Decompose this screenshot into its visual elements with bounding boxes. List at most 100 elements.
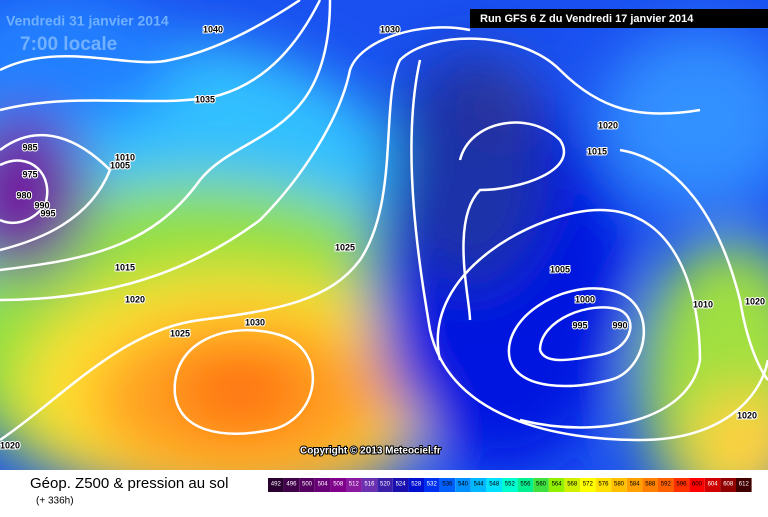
legend-swatch — [611, 478, 627, 492]
legend-label: 564 — [552, 482, 563, 488]
isobar-label: 1020 — [0, 440, 20, 450]
legend-swatch — [346, 478, 362, 492]
run-info: Run GFS 6 Z du Vendredi 17 janvier 2014 — [480, 13, 694, 25]
legend-label: 544 — [474, 482, 485, 488]
forecast-lead: (+ 336h) — [36, 496, 74, 507]
isobar-label: 1020 — [125, 294, 145, 304]
legend-label: 556 — [520, 482, 531, 488]
legend-label: 600 — [692, 482, 703, 488]
isobar-label: 1015 — [587, 146, 607, 156]
copyright: Copyright © 2013 Meteociel.fr — [300, 446, 441, 457]
legend-label: 592 — [661, 482, 672, 488]
legend-label: 552 — [505, 482, 516, 488]
legend-swatch — [330, 478, 346, 492]
legend-swatch — [408, 478, 424, 492]
legend-swatch — [455, 478, 471, 492]
legend-label: 528 — [411, 482, 422, 488]
legend-swatch — [704, 478, 721, 492]
isobars — [0, 0, 768, 442]
isobar-label: 1000 — [575, 294, 595, 304]
legend-swatch — [736, 478, 752, 492]
legend-swatch — [626, 478, 643, 492]
isobar-label: 1020 — [745, 296, 765, 306]
isobar-label: 1035 — [195, 94, 215, 104]
legend-swatch — [673, 478, 690, 492]
legend-label: 500 — [302, 482, 313, 488]
legend-swatch — [517, 478, 534, 492]
legend-label: 584 — [630, 482, 641, 488]
legend-label: 604 — [708, 482, 719, 488]
legend-label: 540 — [458, 482, 469, 488]
legend-label: 588 — [645, 482, 656, 488]
legend-swatch — [502, 478, 518, 492]
isobar-label: 975 — [22, 169, 37, 179]
legend-label: 492 — [271, 482, 282, 488]
isobar-label: 1030 — [380, 24, 400, 34]
valid-date: Vendredi 31 janvier 2014 — [6, 13, 169, 29]
legend-swatch — [486, 478, 502, 492]
legend-swatch — [268, 478, 284, 492]
legend-label: 496 — [286, 482, 297, 488]
legend-label: 568 — [567, 482, 578, 488]
footer-title: Géop. Z500 & pression au sol — [30, 475, 228, 492]
legend-swatch — [299, 478, 315, 492]
legend-label: 524 — [396, 482, 407, 488]
isobar-label: 1025 — [335, 242, 355, 252]
legend: 492 496 500 504 508 512 516 520 524 528 532 536 540 5… — [268, 478, 752, 492]
legend-swatch — [377, 478, 393, 492]
isobar-label: 990 — [34, 200, 49, 210]
isobar-label: 1020 — [737, 410, 757, 420]
isobar-label: 1005 — [550, 264, 570, 274]
legend-swatch — [314, 478, 331, 492]
run-box — [470, 9, 768, 28]
isobar-label: 1005 — [110, 160, 130, 170]
legend-swatch — [580, 478, 596, 492]
legend-label: 532 — [427, 482, 438, 488]
isobar-label: 1010 — [115, 152, 135, 162]
isobar-label: 990 — [612, 320, 627, 330]
legend-swatch — [548, 478, 565, 492]
legend-label: 504 — [318, 482, 329, 488]
legend-swatch — [658, 478, 674, 492]
legend-swatch — [439, 478, 456, 492]
isobar-labels: 1040 103010359859759809909951010100510151… — [0, 23, 766, 451]
isobar-label: 1010 — [693, 299, 713, 309]
legend-label: 612 — [739, 482, 750, 488]
isobar-label: 985 — [22, 142, 37, 152]
legend-label: 508 — [333, 482, 344, 488]
isobar-label: 995 — [572, 320, 587, 330]
legend-label: 560 — [536, 482, 547, 488]
legend-swatch — [533, 478, 549, 492]
legend-swatch — [564, 478, 580, 492]
legend-swatch — [689, 478, 705, 492]
legend-swatch — [424, 478, 440, 492]
legend-swatch — [595, 478, 612, 492]
legend-label: 580 — [614, 482, 625, 488]
isobar-label: 995 — [40, 208, 55, 218]
legend-label: 520 — [380, 482, 391, 488]
legend-label: 572 — [583, 482, 594, 488]
legend-label: 548 — [489, 482, 500, 488]
isobar-label: 1015 — [115, 262, 135, 272]
legend-swatch — [720, 478, 736, 492]
legend-label: 536 — [442, 482, 453, 488]
legend-label: 608 — [723, 482, 734, 488]
isobar-label: 1030 — [245, 317, 265, 327]
legend-swatch — [470, 478, 487, 492]
valid-time: 7:00 locale — [20, 34, 117, 55]
isobar-label: 1025 — [170, 328, 190, 338]
legend-label: 516 — [364, 482, 375, 488]
legend-swatch — [392, 478, 409, 492]
legend-swatch — [283, 478, 300, 492]
legend-swatch — [361, 478, 378, 492]
legend-label: 596 — [676, 482, 687, 488]
isobar-label: 980 — [16, 190, 31, 200]
legend-swatch — [642, 478, 658, 492]
isobar-label: 1040 — [203, 24, 223, 34]
isobar-label: 1020 — [598, 120, 618, 130]
legend-label: 576 — [598, 482, 609, 488]
legend-label: 512 — [349, 482, 360, 488]
